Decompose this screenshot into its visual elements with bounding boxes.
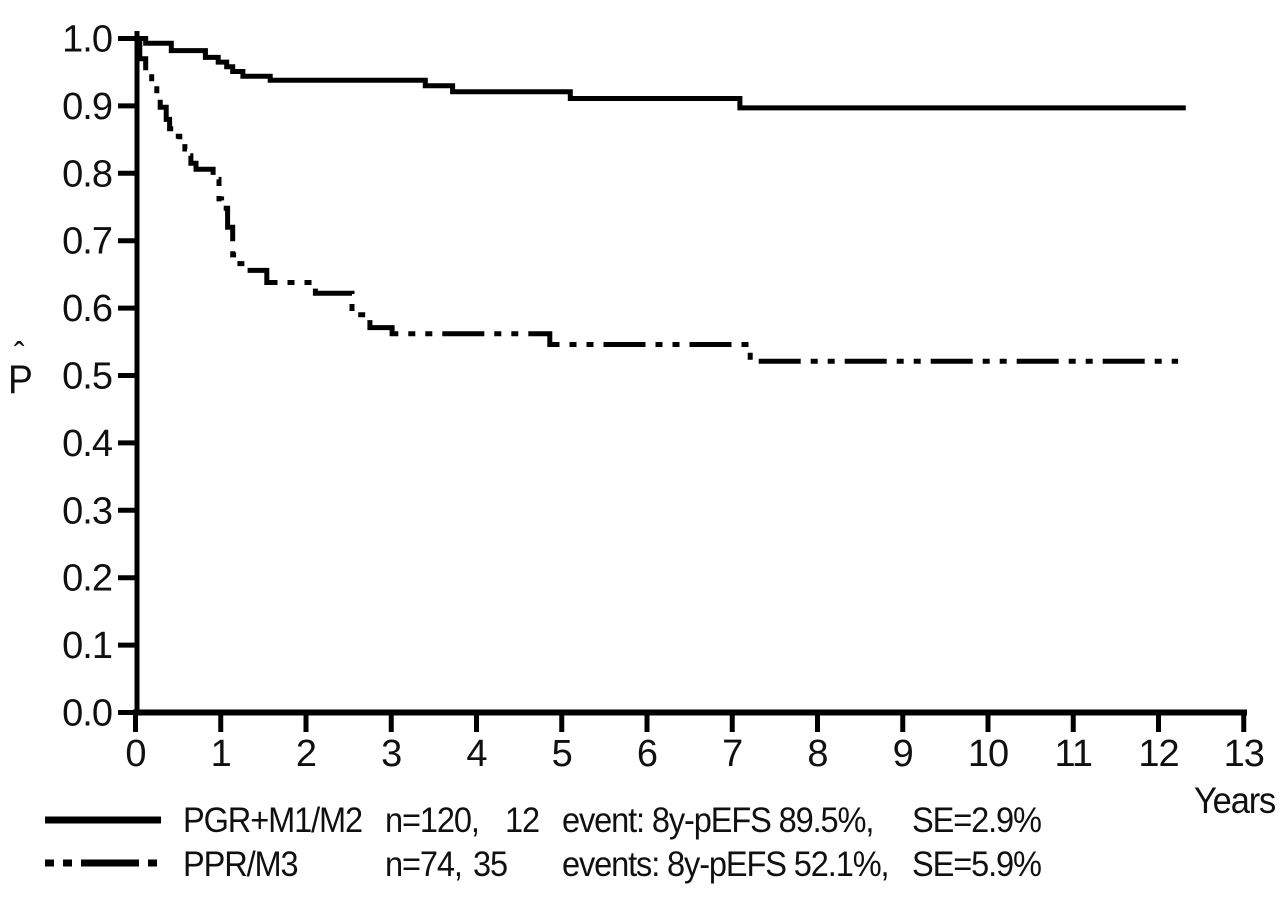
km-curve-solid xyxy=(135,36,1186,111)
legend-swatch-solid xyxy=(45,816,161,824)
y-tick-label: 0.8 xyxy=(62,153,112,195)
x-tick-label: 3 xyxy=(381,733,401,775)
x-tick-label: 5 xyxy=(552,733,572,775)
y-tick-label: 0.2 xyxy=(62,558,112,600)
legend-n: n=74, xyxy=(385,845,463,884)
x-axis-label: Years xyxy=(1194,780,1276,821)
x-tick-label: 9 xyxy=(893,733,913,775)
legend-label: PPR/M3 xyxy=(183,845,299,884)
y-tick-label: 0.4 xyxy=(62,423,113,465)
x-tick-label: 7 xyxy=(722,733,742,775)
y-axis-label-accent: ˆ xyxy=(14,336,25,374)
y-tick-label: 0.7 xyxy=(62,221,112,263)
x-tick-label: 6 xyxy=(637,733,657,775)
x-tick-label: 8 xyxy=(807,733,827,775)
x-tick-label: 1 xyxy=(211,733,231,775)
x-tick-label: 2 xyxy=(296,733,316,775)
y-tick-label: 1.0 xyxy=(62,19,112,61)
legend-n: n=120, xyxy=(385,801,480,840)
y-tick-label: 0.0 xyxy=(62,693,112,735)
y-tick-label: 0.5 xyxy=(62,356,112,398)
legend-se: SE=5.9% xyxy=(912,845,1042,884)
y-tick-label: 0.3 xyxy=(62,490,112,532)
x-tick-label: 11 xyxy=(1055,733,1092,775)
legend-se: SE=2.9% xyxy=(912,801,1042,840)
legend-event-count: 12 xyxy=(505,801,540,840)
y-tick-label: 0.6 xyxy=(62,288,112,330)
y-axis-label: P xyxy=(8,358,33,402)
legend-events-text: events: 8y-pEFS 52.1%, xyxy=(562,845,890,884)
x-tick-label: 13 xyxy=(1224,733,1264,775)
x-tick-label: 4 xyxy=(466,733,487,775)
x-tick-label: 0 xyxy=(125,733,145,775)
y-tick-label: 0.9 xyxy=(62,86,112,128)
legend-row-ppr: PPR/M3 n=74, 35 events: 8y-pEFS 52.1%, S… xyxy=(0,845,1280,887)
km-curve-dashed xyxy=(135,36,1179,364)
y-tick-label: 0.1 xyxy=(62,625,112,667)
legend-swatch-dashdot xyxy=(45,859,165,867)
legend-events-text: event: 8y-pEFS 89.5%, xyxy=(562,801,874,840)
x-tick-label: 12 xyxy=(1138,733,1178,775)
legend-label: PGR+M1/M2 xyxy=(183,801,363,840)
legend-event-count: 35 xyxy=(473,845,508,884)
x-tick-label: 10 xyxy=(968,733,1008,775)
legend-row-pgr: PGR+M1/M2 n=120, 12 event: 8y-pEFS 89.5%… xyxy=(0,801,1280,843)
